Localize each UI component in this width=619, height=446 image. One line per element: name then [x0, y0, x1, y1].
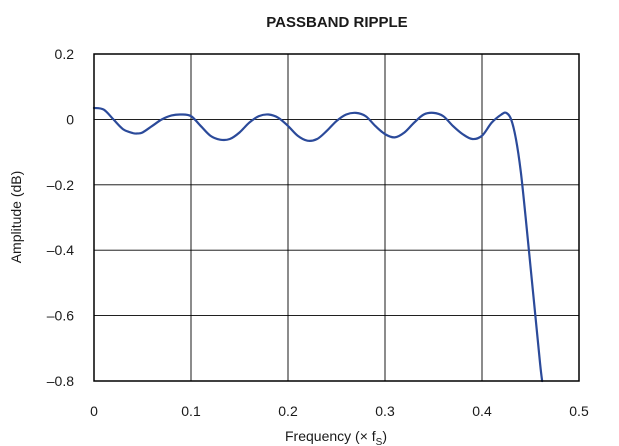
y-tick-label: –0.4 — [47, 242, 74, 258]
y-axis-label: Amplitude (dB) — [8, 171, 24, 264]
y-tick-label: –0.6 — [47, 308, 74, 324]
x-tick-label: 0.2 — [278, 403, 298, 419]
x-axis-label-main: Frequency (× f — [285, 428, 376, 444]
y-tick-label: 0.2 — [55, 46, 75, 62]
x-tick-label: 0 — [90, 403, 98, 419]
y-tick-label: –0.2 — [47, 177, 74, 193]
x-axis-label-close: ) — [382, 428, 387, 444]
x-tick-label: 0.3 — [375, 403, 395, 419]
chart-title: PASSBAND RIPPLE — [266, 14, 407, 31]
x-axis-label: Frequency (× fS) — [285, 428, 387, 446]
x-tick-label: 0.1 — [181, 403, 201, 419]
x-tick-label: 0.4 — [472, 403, 492, 419]
tick-labels: 0 0.1 0.2 0.3 0.4 0.5 0.2 0 –0.2 –0.4 –0.6 –0.8 — [47, 46, 589, 419]
x-tick-label: 0.5 — [569, 403, 589, 419]
x-axis-label-subscript: S — [376, 437, 383, 446]
y-tick-label: 0 — [66, 111, 74, 127]
plot-frame — [93, 53, 580, 382]
y-tick-label: –0.8 — [47, 373, 74, 389]
series-line — [92, 106, 544, 383]
grid — [94, 54, 579, 381]
